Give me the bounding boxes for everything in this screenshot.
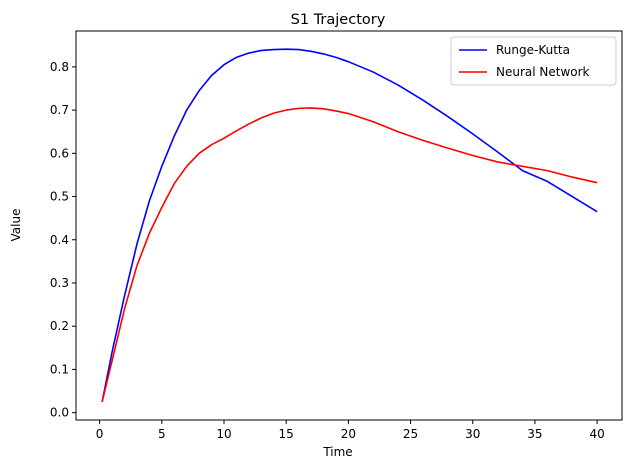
y-axis: 0.0 0.1 0.2 0.3 0.4 0.5 0.6 0.7 0.8 bbox=[50, 60, 76, 420]
y-axis-label: Value bbox=[9, 209, 23, 242]
chart-title: S1 Trajectory bbox=[291, 12, 386, 28]
x-tick-label: 25 bbox=[403, 427, 418, 441]
x-tick-label: 35 bbox=[527, 427, 542, 441]
y-tick-label: 0.7 bbox=[50, 103, 69, 117]
plot-frame bbox=[75, 30, 623, 421]
y-tick-label: 0.2 bbox=[50, 319, 69, 333]
plot-area bbox=[101, 48, 598, 403]
y-tick-label: 0.0 bbox=[50, 406, 69, 420]
y-tick-label: 0.5 bbox=[50, 190, 69, 204]
y-tick-label: 0.3 bbox=[50, 276, 69, 290]
x-tick-label: 0 bbox=[96, 427, 104, 441]
y-tick-label: 0.1 bbox=[50, 362, 69, 376]
series-line-runge-kutta bbox=[101, 48, 598, 403]
x-tick-label: 15 bbox=[279, 427, 294, 441]
y-tick-label: 0.4 bbox=[50, 233, 69, 247]
x-tick-label: 5 bbox=[158, 427, 166, 441]
legend: Runge-Kutta Neural Network bbox=[450, 36, 617, 86]
y-tick-label: 0.6 bbox=[50, 146, 69, 160]
y-tick-label: 0.8 bbox=[50, 60, 69, 74]
legend-box bbox=[450, 36, 617, 86]
x-axis-label: Time bbox=[322, 445, 352, 459]
x-tick-label: 10 bbox=[216, 427, 231, 441]
series-line-neural-network bbox=[101, 107, 598, 403]
x-axis: 0 5 10 15 20 25 30 35 40 bbox=[96, 420, 605, 441]
legend-label: Runge-Kutta bbox=[496, 43, 570, 57]
x-tick-label: 20 bbox=[341, 427, 356, 441]
x-tick-label: 30 bbox=[465, 427, 480, 441]
legend-label: Neural Network bbox=[496, 65, 590, 79]
x-tick-label: 40 bbox=[589, 427, 604, 441]
